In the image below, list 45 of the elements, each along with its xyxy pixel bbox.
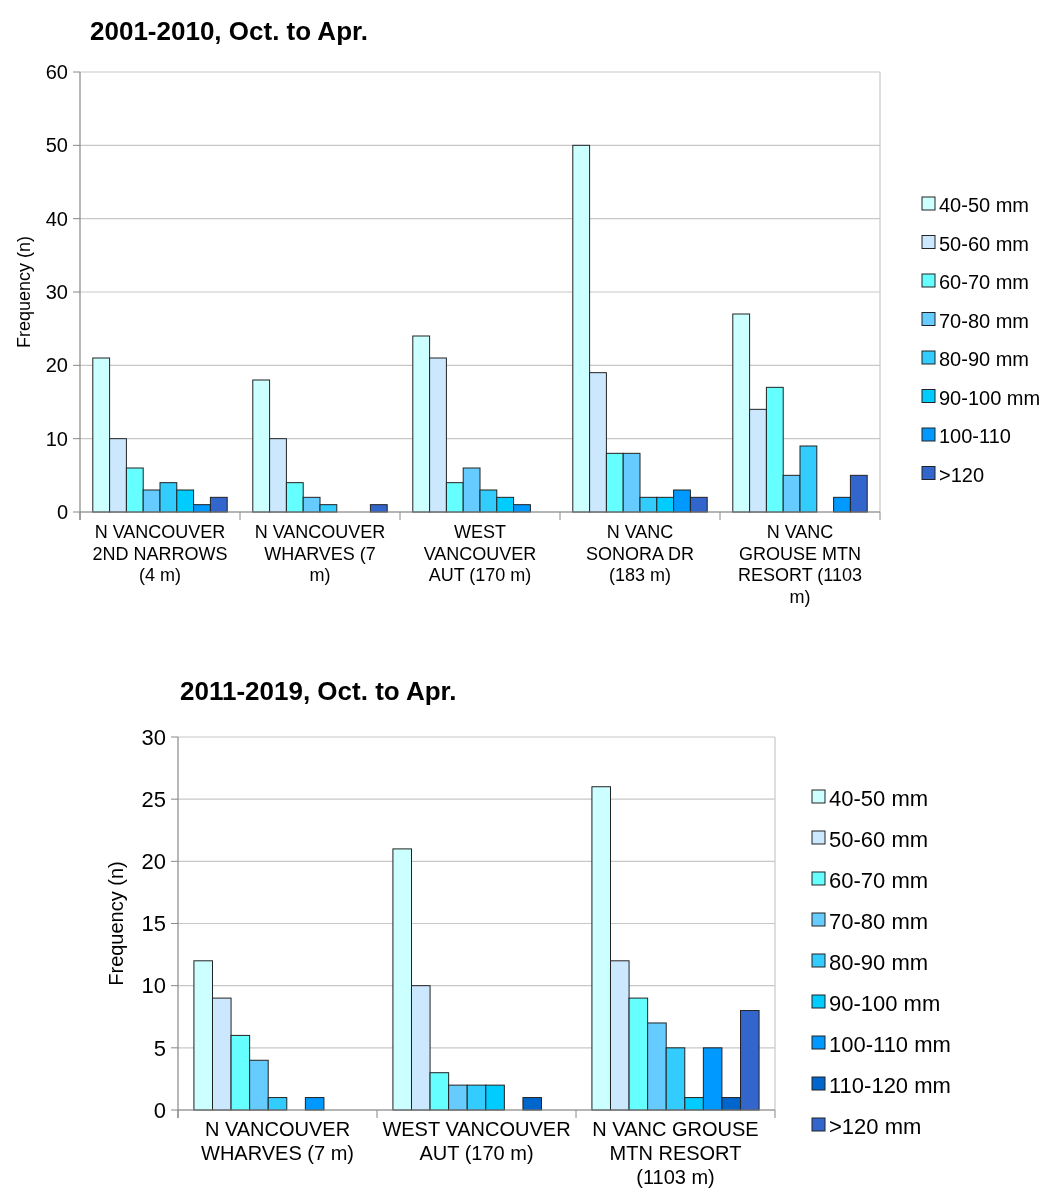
x-tick-label: N VANC SONORA DR (183 m) [585,522,695,586]
legend-label: 50-60 mm [939,232,1030,255]
x-tick-label: N VANCOUVER WHARVES (7 m) [201,1118,354,1164]
legend-label: 70-80 mm [829,908,929,934]
legend-label: >120 mm [829,1113,922,1139]
bar [522,1097,543,1111]
legend-label: 60-70 mm [829,867,929,893]
y-tick-label: 0 [56,501,68,523]
y-tick-label: 15 [141,911,166,937]
legend-label: 70-80 mm [939,309,1030,332]
legend-label: 90-100 mm [939,386,1041,409]
legend-label: 40-50 mm [939,194,1030,216]
chart-title: 2011-2019, Oct. to Apr. [180,676,457,706]
legend-label: 100-110 mm [829,1031,951,1057]
bar [304,1097,325,1111]
x-tick-label: N VANCOUVER 2ND NARROWS (4 m) [92,522,228,586]
legend-label: 60-70 mm [939,271,1030,293]
legend-label: 40-50 mm [829,785,929,811]
legend-label: 50-60 mm [829,826,929,852]
y-axis-title: Frequency (n) [14,235,34,349]
y-tick-label: 20 [45,354,68,377]
x-tick-label: WEST VANCOUVER AUT (170 m) [423,522,537,586]
x-tick-label: N VANC GROUSE MTN RESORT (1103 m) [592,1118,759,1188]
x-tick-label: WEST VANCOUVER AUT (170 m) [382,1118,571,1164]
y-tick-label: 40 [45,207,68,230]
y-tick-label: 25 [141,786,166,812]
legend-label: 80-90 mm [939,348,1030,370]
legend-label: 110-120 mm [829,1072,951,1098]
y-axis-title: Frequency (n) [105,861,127,986]
x-tick-label: N VANC GROUSE MTN RESORT (1103 m) [737,522,863,607]
y-tick-label: 5 [153,1035,166,1061]
legend-label: 90-100 mm [829,990,941,1016]
x-tick-label: N VANCOUVER WHARVES (7 m) [254,522,386,586]
y-tick-label: 60 [45,61,68,83]
y-tick-label: 50 [45,134,68,157]
chart-title: 2001-2010, Oct. to Apr. [90,16,368,46]
legend-label: >120 [939,463,985,486]
legend-label: 100-110 [939,425,1011,447]
legend-label: 80-90 mm [829,949,929,975]
y-tick-label: 30 [45,281,68,303]
y-tick-label: 20 [141,849,166,875]
y-tick-label: 10 [45,427,68,450]
y-tick-label: 0 [153,1097,166,1123]
y-tick-label: 30 [141,724,166,750]
y-tick-label: 10 [141,973,166,999]
